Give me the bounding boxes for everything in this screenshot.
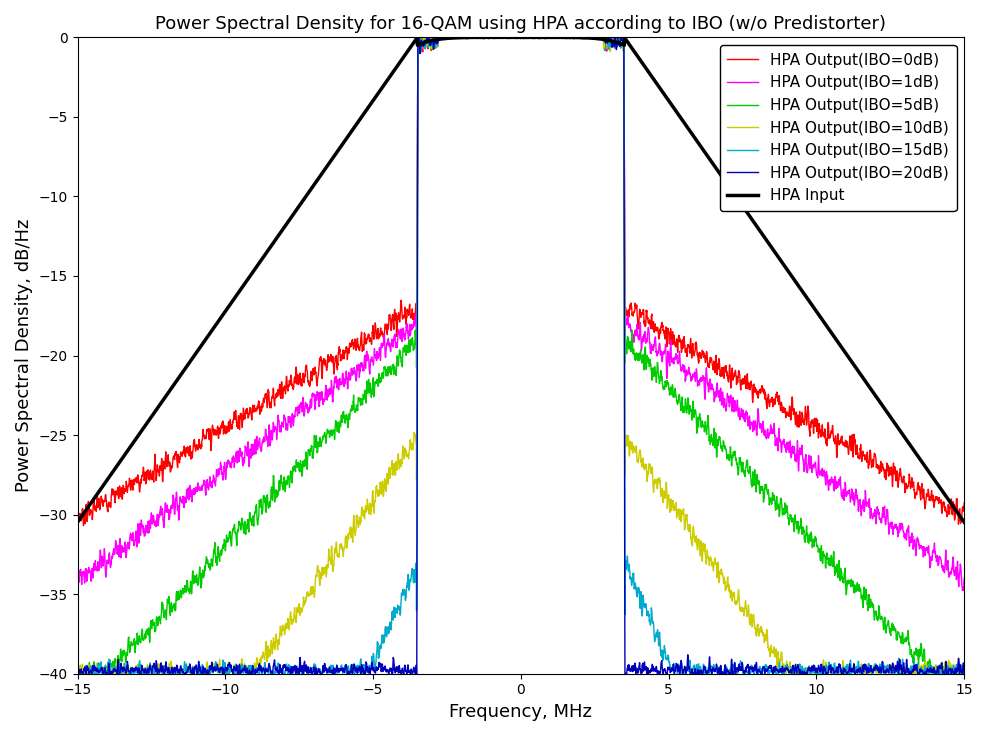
HPA Output(IBO=20dB)	[71, 665, 83, 673]
HPA Output(IBO=5dB)	[412, 33, 424, 42]
HPA Output(IBO=1dB)	[958, 573, 970, 582]
Line: HPA Output(IBO=5dB): HPA Output(IBO=5dB)	[77, 38, 964, 673]
HPA Output(IBO=1dB)	[716, 396, 728, 405]
HPA Output(IBO=10dB)	[412, 33, 424, 42]
HPA Output(IBO=1dB)	[412, 33, 424, 42]
HPA Output(IBO=15dB)	[412, 33, 424, 42]
HPA Output(IBO=1dB)	[493, 34, 505, 43]
HPA Output(IBO=0dB)	[71, 502, 83, 511]
HPA Output(IBO=10dB)	[887, 669, 899, 678]
Line: HPA Output(IBO=10dB): HPA Output(IBO=10dB)	[77, 38, 964, 673]
HPA Output(IBO=15dB)	[71, 665, 83, 674]
HPA Output(IBO=15dB)	[716, 669, 728, 678]
HPA Output(IBO=5dB)	[445, 34, 456, 43]
HPA Output(IBO=0dB)	[932, 494, 944, 503]
HPA Output(IBO=10dB)	[71, 668, 83, 677]
HPA Output(IBO=10dB)	[445, 33, 456, 42]
HPA Output(IBO=0dB)	[78, 521, 90, 530]
HPA Output(IBO=10dB)	[932, 665, 944, 674]
HPA Output(IBO=20dB)	[932, 662, 944, 671]
HPA Output(IBO=20dB)	[493, 33, 505, 42]
HPA Output(IBO=10dB)	[452, 33, 463, 42]
HPA Input	[887, 417, 899, 425]
HPA Input	[452, 33, 463, 42]
HPA Input	[932, 479, 944, 488]
HPA Output(IBO=20dB)	[74, 669, 86, 678]
HPA Output(IBO=10dB)	[81, 669, 93, 678]
HPA Output(IBO=0dB)	[493, 33, 505, 42]
HPA Output(IBO=10dB)	[958, 667, 970, 676]
HPA Output(IBO=0dB)	[887, 464, 899, 473]
Title: Power Spectral Density for 16-QAM using HPA according to IBO (w/o Predistorter): Power Spectral Density for 16-QAM using …	[155, 15, 886, 33]
Line: HPA Output(IBO=0dB): HPA Output(IBO=0dB)	[77, 38, 964, 526]
HPA Output(IBO=20dB)	[452, 33, 463, 42]
HPA Output(IBO=15dB)	[887, 664, 899, 673]
X-axis label: Frequency, MHz: Frequency, MHz	[450, 703, 592, 721]
Line: HPA Output(IBO=15dB): HPA Output(IBO=15dB)	[77, 38, 964, 673]
HPA Output(IBO=1dB)	[445, 33, 456, 42]
HPA Output(IBO=5dB)	[452, 33, 463, 42]
HPA Input	[71, 517, 83, 526]
HPA Output(IBO=5dB)	[932, 665, 944, 674]
Legend: HPA Output(IBO=0dB), HPA Output(IBO=1dB), HPA Output(IBO=5dB), HPA Output(IBO=10: HPA Output(IBO=0dB), HPA Output(IBO=1dB)…	[719, 45, 956, 211]
Line: HPA Output(IBO=1dB): HPA Output(IBO=1dB)	[77, 38, 964, 590]
HPA Output(IBO=5dB)	[716, 445, 728, 453]
Line: HPA Input: HPA Input	[77, 38, 964, 522]
HPA Output(IBO=1dB)	[932, 551, 944, 560]
HPA Output(IBO=15dB)	[493, 33, 505, 42]
HPA Output(IBO=15dB)	[958, 669, 970, 678]
HPA Output(IBO=0dB)	[445, 33, 456, 42]
HPA Output(IBO=5dB)	[71, 668, 83, 677]
HPA Output(IBO=0dB)	[716, 366, 728, 375]
HPA Output(IBO=5dB)	[493, 33, 505, 42]
HPA Output(IBO=15dB)	[932, 666, 944, 675]
HPA Output(IBO=0dB)	[452, 34, 463, 43]
HPA Output(IBO=15dB)	[445, 33, 456, 42]
HPA Output(IBO=10dB)	[716, 570, 728, 579]
HPA Output(IBO=10dB)	[493, 33, 505, 42]
HPA Input	[515, 33, 527, 42]
HPA Output(IBO=20dB)	[958, 669, 970, 678]
HPA Output(IBO=0dB)	[412, 33, 424, 42]
HPA Input	[958, 517, 970, 526]
HPA Output(IBO=1dB)	[957, 586, 969, 595]
HPA Output(IBO=5dB)	[887, 626, 899, 634]
HPA Output(IBO=5dB)	[76, 669, 88, 678]
Y-axis label: Power Spectral Density, dB/Hz: Power Spectral Density, dB/Hz	[15, 219, 33, 492]
HPA Output(IBO=5dB)	[958, 668, 970, 676]
HPA Output(IBO=1dB)	[887, 526, 899, 535]
HPA Output(IBO=1dB)	[71, 576, 83, 585]
HPA Input	[493, 33, 505, 42]
HPA Output(IBO=20dB)	[445, 34, 456, 43]
HPA Output(IBO=20dB)	[412, 33, 424, 42]
HPA Output(IBO=0dB)	[958, 499, 970, 508]
HPA Output(IBO=15dB)	[452, 33, 463, 42]
HPA Output(IBO=20dB)	[887, 661, 899, 670]
HPA Input	[716, 172, 728, 181]
Line: HPA Output(IBO=20dB): HPA Output(IBO=20dB)	[77, 38, 964, 673]
HPA Output(IBO=15dB)	[73, 669, 85, 678]
HPA Output(IBO=1dB)	[452, 33, 463, 42]
HPA Input	[444, 34, 455, 43]
HPA Output(IBO=20dB)	[716, 668, 728, 677]
